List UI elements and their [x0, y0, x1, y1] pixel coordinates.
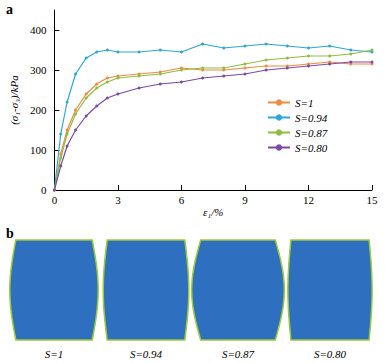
svg-text:12: 12	[303, 194, 314, 206]
svg-text:9: 9	[242, 194, 248, 206]
svg-text:S=0.80: S=0.80	[314, 348, 347, 360]
svg-text:a: a	[6, 2, 13, 17]
svg-text:S=0.80: S=0.80	[295, 142, 328, 154]
svg-text:200: 200	[30, 104, 47, 116]
svg-text:ε₁/%: ε₁/%	[203, 206, 223, 218]
svg-text:300: 300	[30, 64, 47, 76]
svg-text:6: 6	[179, 194, 185, 206]
svg-text:S=0.94: S=0.94	[130, 348, 163, 360]
svg-text:S=0.87: S=0.87	[222, 348, 255, 360]
svg-text:100: 100	[30, 144, 47, 156]
svg-text:b: b	[6, 226, 14, 241]
svg-text:400: 400	[30, 24, 47, 36]
svg-text:S=1: S=1	[45, 348, 63, 360]
svg-text:(σ₁-σ₃)/kPa: (σ₁-σ₃)/kPa	[8, 75, 21, 125]
svg-text:3: 3	[115, 194, 121, 206]
svg-text:0: 0	[41, 184, 47, 196]
svg-text:S=0.87: S=0.87	[295, 127, 328, 139]
svg-text:S=0.94: S=0.94	[295, 112, 328, 124]
svg-text:S=1: S=1	[295, 97, 313, 109]
svg-text:0: 0	[52, 194, 58, 206]
svg-text:15: 15	[367, 194, 379, 206]
